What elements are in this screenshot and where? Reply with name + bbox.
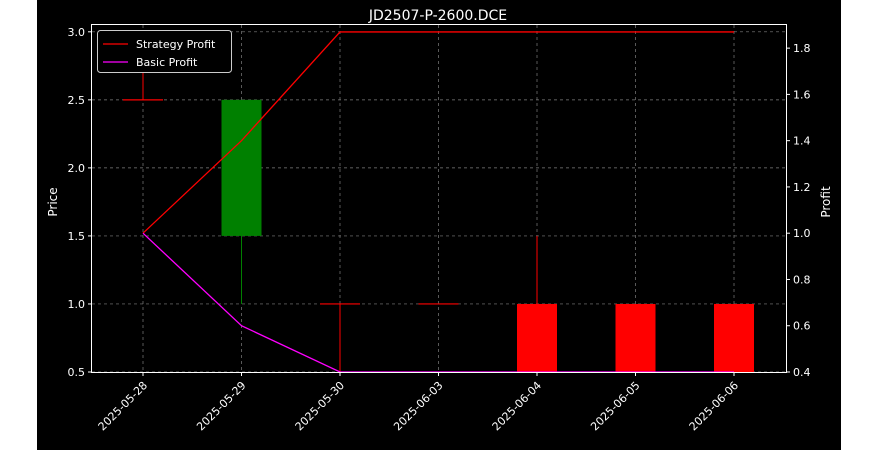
profit-tick-label: 1.0 [793,227,811,240]
price-tick-label: 1.5 [68,230,86,243]
x-tick-label: 2025-05-30 [293,379,347,433]
profit-tick-label: 0.8 [793,273,811,286]
profit-tick-label: 1.8 [793,42,811,55]
candle-body [615,303,656,372]
legend-label: Basic Profit [136,56,198,69]
profit-tick-label: 0.4 [793,366,811,379]
legend-label: Strategy Profit [136,38,216,51]
candle-body [517,303,557,372]
price-tick-label: 1.0 [68,298,86,311]
price-axis: 0.5 1.0 1.5 2.0 2.5 3.0 [68,26,92,379]
profit-axis-label: Profit [819,186,833,218]
x-tick-label: 2025-06-05 [588,379,642,433]
price-candles [123,31,754,372]
profit-tick-label: 1.2 [793,181,811,194]
x-tick-label: 2025-06-03 [391,379,445,433]
legend-box [97,30,232,73]
plot-frame [91,24,787,373]
price-tick-label: 2.0 [68,162,86,175]
price-tick-label: 0.5 [68,366,86,379]
chart-title: JD2507-P-2600.DCE [368,8,507,24]
profit-tick-label: 1.6 [793,88,811,101]
x-tick-label: 2025-06-04 [490,379,544,433]
price-tick-label: 2.5 [68,94,86,107]
candle-body [221,99,262,236]
price-axis-label: Price [46,187,60,216]
candle-body [714,303,754,372]
x-tick-label: 2025-05-29 [194,379,248,433]
profit-series-line [142,31,734,234]
grid-lines [92,25,786,373]
profit-tick-label: 1.4 [793,135,811,148]
x-tick-label: 2025-06-06 [687,379,741,433]
legend: Strategy Profit Basic Profit [97,30,232,73]
profit-tick-label: 0.6 [793,320,811,333]
x-axis: 2025-05-28 2025-05-29 2025-05-30 2025-06-03… [96,372,741,433]
x-tick-label: 2025-05-28 [96,379,150,433]
price-tick-label: 3.0 [68,26,86,39]
profit-axis: 0.4 0.6 0.8 1.0 1.2 1.4 1.6 1.8 [786,42,811,379]
